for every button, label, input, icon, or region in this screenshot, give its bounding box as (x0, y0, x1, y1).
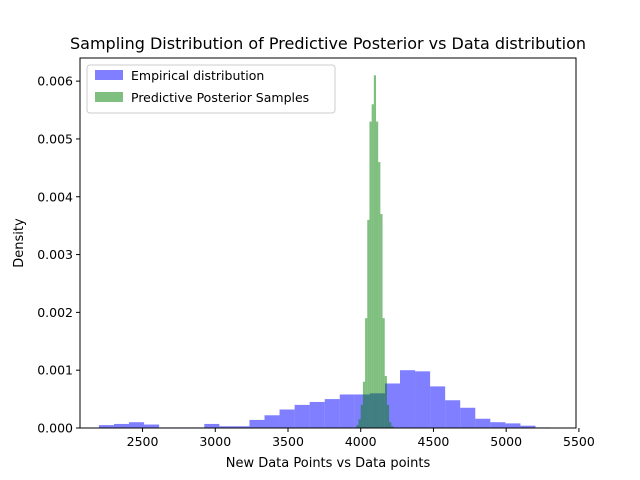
x-tick-label: 4000 (345, 434, 377, 449)
bar-series-0-bin-10 (249, 419, 265, 428)
bar-series-0-bin-8 (219, 426, 235, 428)
x-axis: 2500 3000 3500 4000 4500 5000 5500 (127, 428, 595, 449)
legend: Empirical distribution Predictive Poster… (86, 64, 336, 114)
bar-series-0-bin-15 (324, 399, 340, 428)
bar-series-0-bin-25 (475, 418, 491, 428)
x-tick-label: 5000 (490, 434, 522, 449)
bar-series-0-bin-14 (309, 401, 325, 428)
bar-series-1-bin-14 (386, 404, 390, 429)
bar-series-1-bin-8 (373, 75, 376, 428)
y-tick-label: 0.005 (37, 131, 73, 146)
bar-series-0-bin-13 (294, 404, 310, 429)
y-axis-label: Density (12, 218, 27, 268)
x-tick-label: 4500 (418, 434, 450, 449)
bar-series-1-bin-1 (358, 419, 361, 428)
bar-series-1-bin-9 (376, 121, 379, 428)
bar-series-1-bin-6 (369, 121, 372, 428)
bar-series-1-bin-15 (389, 422, 392, 428)
y-tick-label: 0.003 (37, 247, 73, 262)
y-tick-label: 0.006 (37, 74, 73, 89)
bar-series-0-bin-16 (339, 394, 355, 428)
bar-series-0-bin-2 (129, 422, 145, 428)
bar-series-0-bin-23 (445, 400, 461, 428)
chart-title: Sampling Distribution of Predictive Post… (70, 34, 586, 53)
bar-series-1-bin-0 (356, 425, 359, 428)
bar-series-0-bin-21 (415, 371, 431, 428)
bar-series-1-bin-16 (391, 426, 394, 428)
legend-swatch-empirical (95, 70, 123, 80)
y-tick-label: 0.001 (37, 363, 73, 378)
bar-series-0-bin-7 (204, 423, 220, 428)
bar-series-0-bin-28 (520, 425, 536, 428)
y-axis: 0.000 0.001 0.002 0.003 0.004 0.005 0.006 (37, 74, 80, 436)
bar-series-0-bin-26 (490, 422, 506, 428)
bar-series-1-bin-5 (367, 219, 370, 429)
legend-swatch-posterior (95, 92, 123, 102)
bar-series-1-bin-7 (371, 104, 374, 428)
x-tick-label: 3500 (272, 434, 304, 449)
bar-series-1-bin-10 (378, 162, 381, 428)
bar-series-0-bin-24 (460, 407, 476, 428)
bar-series-1-bin-2 (360, 404, 363, 429)
bar-series-0-bin-1 (113, 423, 130, 428)
bar-series-0-bin-9 (234, 426, 250, 428)
legend-label-empirical: Empirical distribution (131, 68, 264, 83)
x-tick-label: 2500 (127, 434, 159, 449)
bar-series-0-bin-0 (98, 425, 114, 428)
y-tick-label: 0.002 (37, 305, 73, 320)
bar-series-1-bin-4 (365, 318, 368, 428)
bar-series-1-bin-12 (382, 318, 385, 428)
bar-series-0-bin-20 (400, 370, 416, 428)
x-tick-label: 3000 (199, 434, 231, 449)
legend-box (86, 64, 336, 114)
y-tick-label: 0.004 (37, 189, 73, 204)
bar-series-0-bin-22 (430, 386, 446, 429)
bar-series-1-bin-11 (380, 214, 383, 428)
x-tick-label: 5500 (563, 434, 595, 449)
bar-series-0-bin-11 (264, 415, 280, 428)
legend-label-posterior: Predictive Posterior Samples (131, 90, 309, 105)
bars-layer (98, 75, 551, 429)
plot-frame (79, 57, 577, 429)
y-tick-label: 0.000 (37, 421, 73, 436)
bar-series-0-bin-12 (279, 409, 295, 428)
x-axis-label: New Data Points vs Data points (226, 456, 431, 471)
bar-series-1-bin-3 (362, 381, 366, 428)
bar-series-0-bin-3 (144, 424, 160, 428)
bar-series-1-bin-13 (384, 375, 387, 428)
bar-series-0-bin-27 (505, 423, 521, 429)
